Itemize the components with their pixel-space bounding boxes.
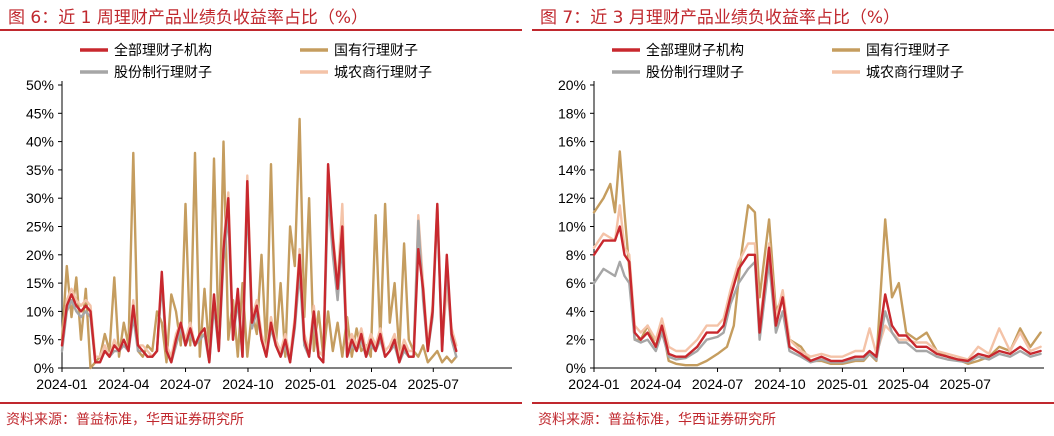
y-tick-label: 40% — [26, 134, 54, 150]
y-tick-label: 45% — [26, 105, 54, 121]
chart-title: 图 6：近 1 周理财产品业绩负收益率占比（%） — [8, 8, 368, 28]
y-tick-label: 20% — [26, 247, 54, 263]
source-rule — [532, 402, 1054, 404]
series-line-1 — [60, 117, 458, 370]
title-rule — [532, 29, 1054, 31]
x-tick-label: 2025-07 — [940, 376, 992, 392]
source-note: 资料来源：普益标准，华西证券研究所 — [6, 412, 244, 428]
legend-label: 城农商行理财子 — [334, 65, 432, 81]
y-tick-label: 2% — [566, 332, 586, 348]
x-tick-label: 2025-01 — [817, 376, 869, 392]
legend-label: 全部理财子机构 — [646, 42, 744, 59]
y-tick-label: 30% — [26, 190, 54, 206]
series-line-2 — [592, 260, 1042, 364]
y-tick-label: 20% — [558, 77, 586, 93]
series-line-0 — [60, 162, 458, 364]
y-tick-label: 6% — [566, 275, 586, 291]
y-tick-label: 35% — [26, 162, 54, 178]
legend-label: 国有行理财子 — [866, 43, 950, 59]
y-tick-label: 16% — [558, 134, 586, 150]
x-tick-label: 2024-04 — [98, 376, 150, 392]
y-tick-label: 0% — [566, 360, 586, 376]
y-tick-label: 25% — [26, 219, 54, 235]
x-tick-label: 2024-10 — [222, 376, 274, 392]
x-tick-label: 2025-04 — [346, 376, 398, 392]
y-tick-label: 10% — [558, 219, 586, 235]
legend-label: 国有行理财子 — [334, 43, 418, 59]
x-tick-label: 2025-07 — [408, 376, 460, 392]
legend-label: 股份制行理财子 — [646, 65, 744, 81]
y-tick-label: 15% — [26, 275, 54, 291]
y-tick-label: 5% — [34, 332, 54, 348]
legend-label: 城农商行理财子 — [866, 65, 964, 81]
line-chart-weekly: 0% 5% 10% 15% 20% 25% 30% 35% 40% 45% 50% 2024-01 20… — [26, 42, 512, 392]
x-tick-label: 2024-07 — [160, 376, 212, 392]
title-rule — [0, 29, 522, 31]
source-rule — [0, 402, 522, 404]
x-tick-label: 2024-01 — [568, 376, 620, 392]
y-tick-label: 8% — [566, 247, 586, 263]
chart-panel-quarterly: 图 7：近 3 月理财产品业绩负收益率占比（%） 0% 2% 4% 6% 8% 10% 12… — [532, 0, 1054, 436]
x-tick-label: 2024-07 — [692, 376, 744, 392]
y-tick-label: 50% — [26, 77, 54, 93]
line-chart-quarterly: 0% 2% 4% 6% 8% 10% 12% 14% 16% 18% 20% 2024-01 2024-… — [558, 42, 1044, 392]
y-tick-label: 18% — [558, 105, 586, 121]
legend-label: 全部理财子机构 — [114, 42, 212, 59]
y-tick-label: 4% — [566, 303, 586, 319]
y-tick-label: 0% — [34, 360, 54, 376]
y-tick-label: 10% — [26, 303, 54, 319]
series-line-0 — [592, 225, 1042, 363]
legend-label: 股份制行理财子 — [114, 65, 212, 81]
chart-title: 图 7：近 3 月理财产品业绩负收益率占比（%） — [540, 8, 900, 28]
x-tick-label: 2024-01 — [36, 376, 88, 392]
x-tick-label: 2025-04 — [878, 376, 930, 392]
source-note: 资料来源：普益标准，华西证券研究所 — [538, 412, 776, 428]
y-tick-label: 12% — [558, 190, 586, 206]
chart-panel-weekly: 图 6：近 1 周理财产品业绩负收益率占比（%） 0% 5% 10% 15% 20% 25… — [0, 0, 522, 436]
y-tick-label: 14% — [558, 162, 586, 178]
x-tick-label: 2024-04 — [630, 376, 682, 392]
x-tick-label: 2024-10 — [754, 376, 806, 392]
x-tick-label: 2025-01 — [285, 376, 337, 392]
